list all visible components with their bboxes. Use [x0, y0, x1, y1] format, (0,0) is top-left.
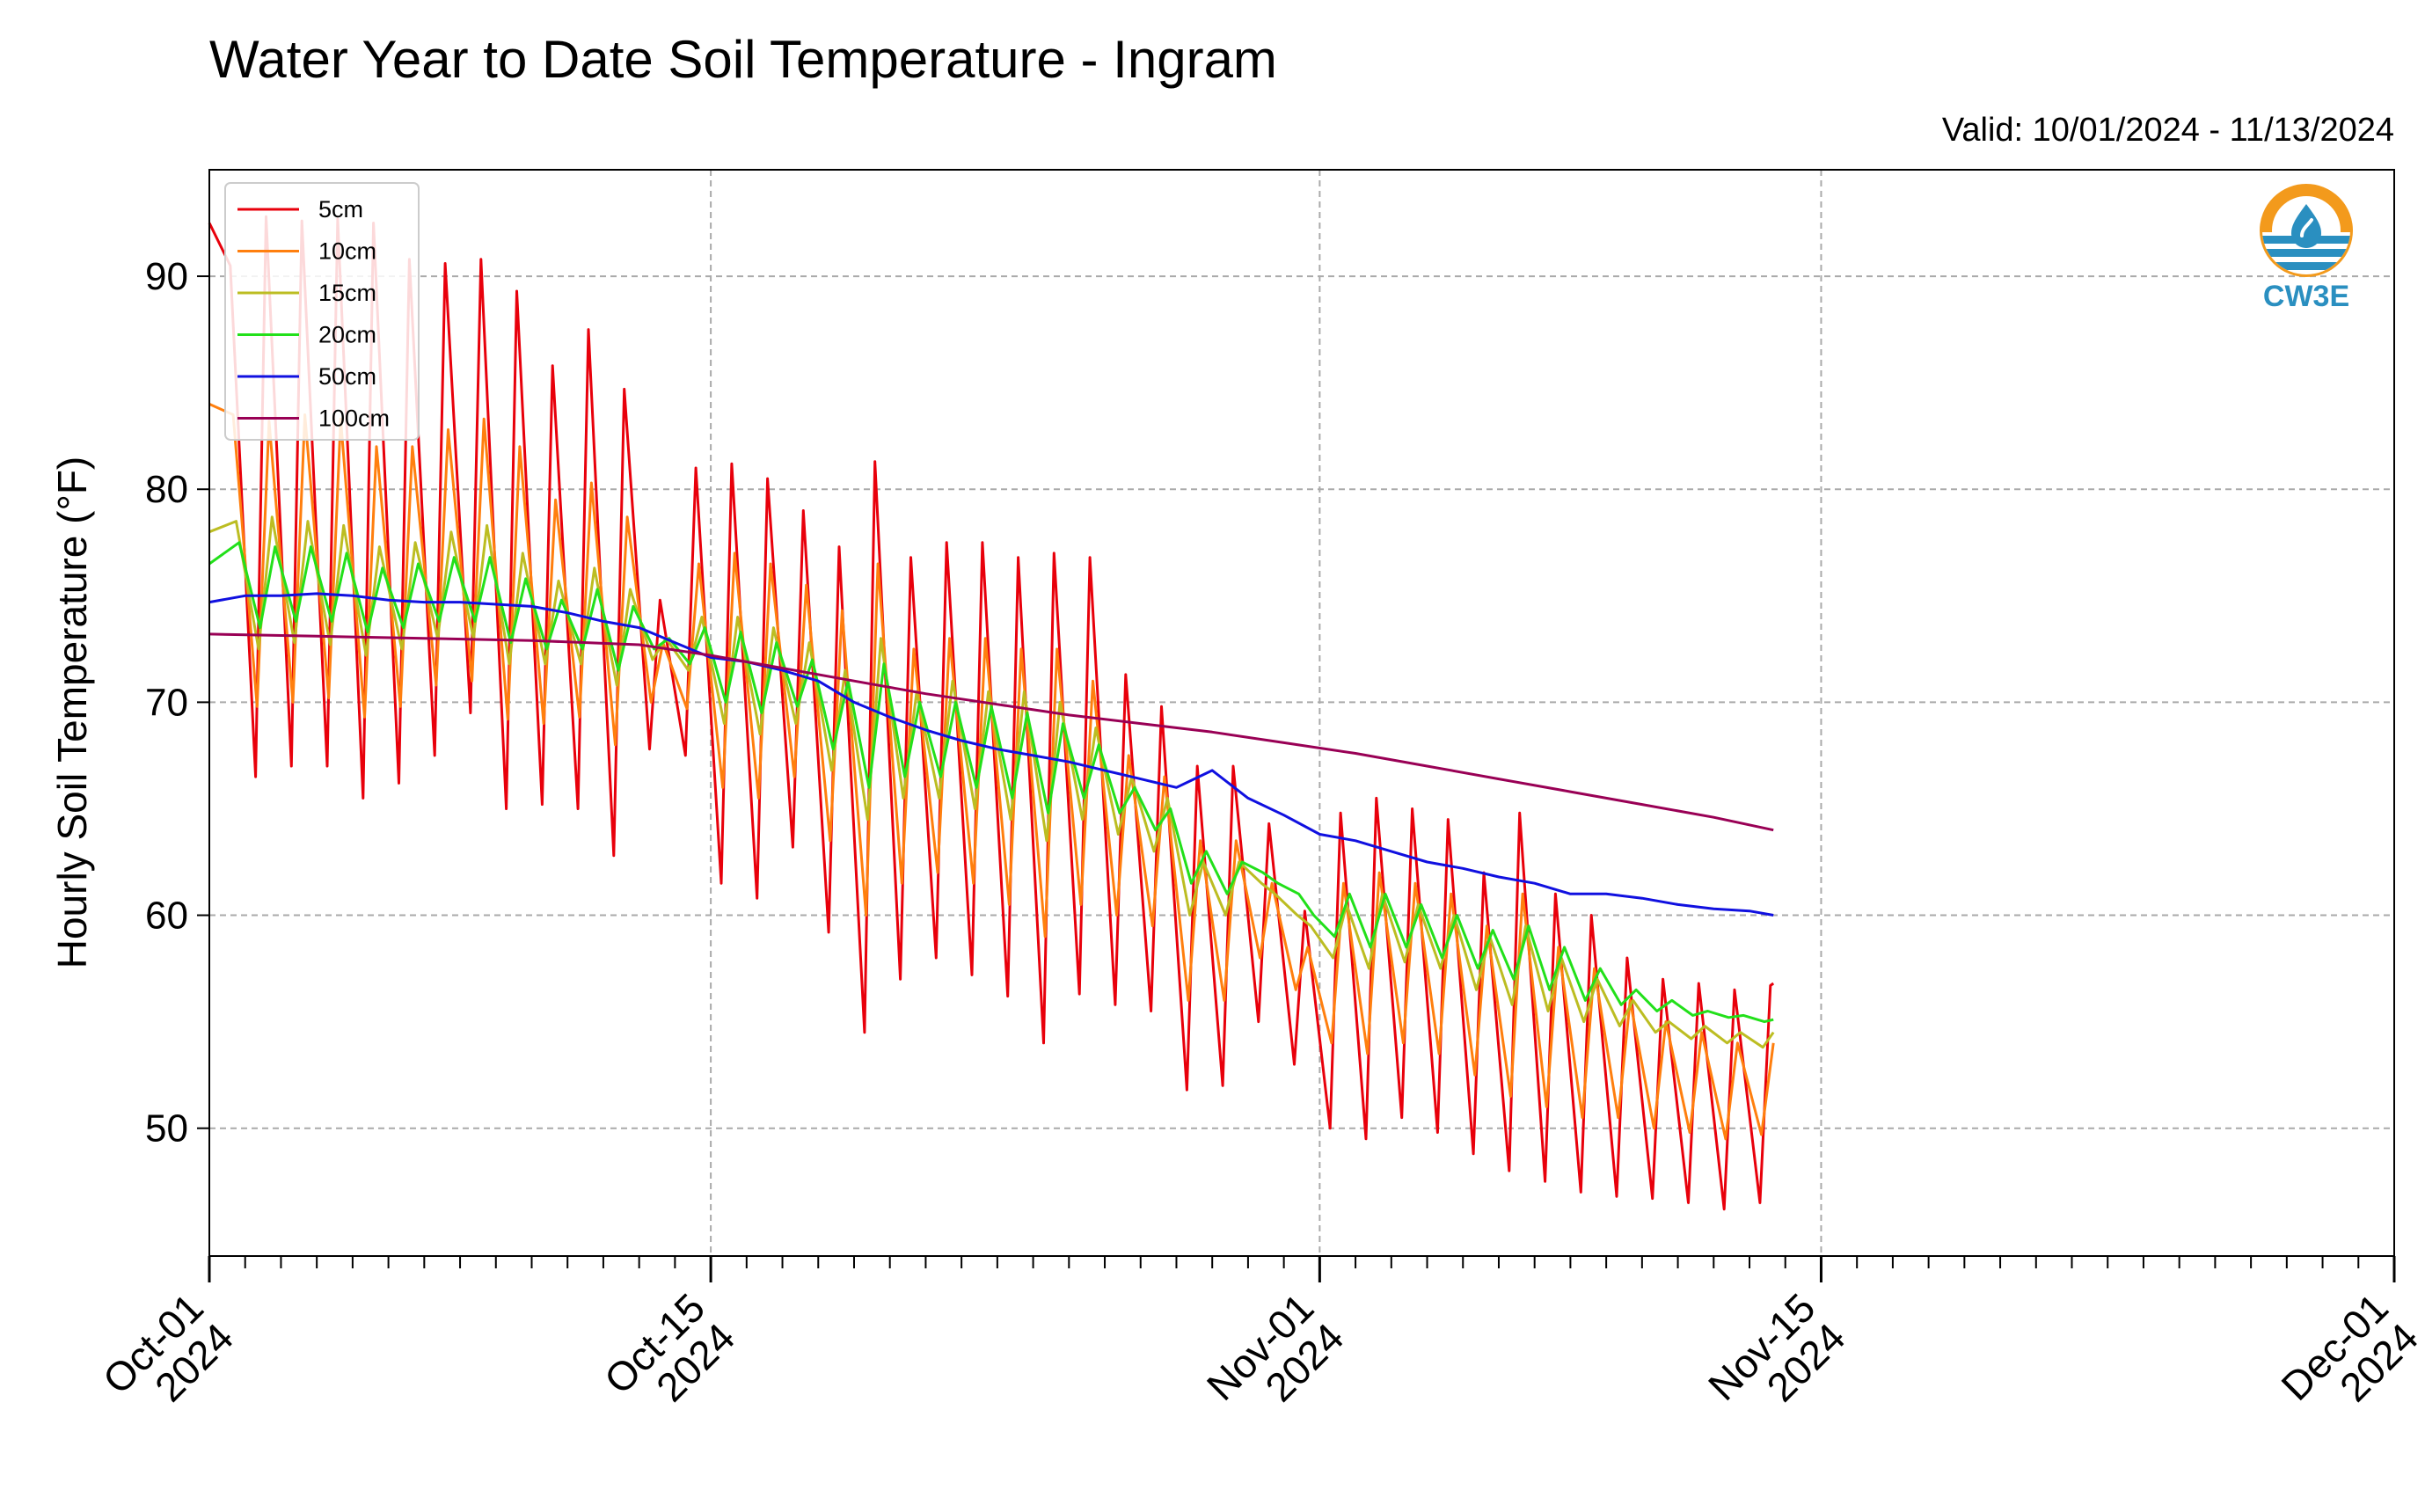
- x-tick-label: Oct-152024: [595, 1284, 743, 1432]
- legend: 5cm 10cm 15cm 20cm 50cm 100cm: [224, 182, 420, 441]
- plot-frame: [208, 169, 2395, 1257]
- legend-label-100cm: 100cm: [318, 405, 390, 432]
- legend-label-20cm: 20cm: [318, 322, 376, 348]
- legend-items: 5cm 10cm 15cm 20cm 50cm 100cm: [237, 196, 390, 432]
- series-line-20cm: [208, 541, 1774, 1024]
- x-tick-label: Dec-012024: [2272, 1284, 2425, 1439]
- y-tick-label: 80: [145, 468, 188, 511]
- series-line-10cm: [208, 403, 1775, 1141]
- legend-label-10cm: 10cm: [318, 238, 376, 265]
- legend-label-5cm: 5cm: [318, 196, 363, 223]
- x-tick-label: Nov-152024: [1699, 1284, 1854, 1439]
- cw3e-water-drop-logo-icon: [2260, 184, 2353, 277]
- chart-title: Water Year to Date Soil Temperature - In…: [209, 30, 1277, 89]
- y-tick-label: 50: [145, 1107, 188, 1150]
- x-tick-label: Nov-012024: [1198, 1284, 1353, 1439]
- y-tick-label: 70: [145, 681, 188, 724]
- y-axis-label: Hourly Soil Temperature (°F): [49, 457, 95, 969]
- series-line-100cm: [208, 632, 1774, 832]
- y-tick-label: 90: [145, 255, 188, 298]
- series-group: [208, 215, 1775, 1211]
- series-line-50cm: [208, 592, 1774, 917]
- x-tick-label: Oct-012024: [94, 1284, 242, 1432]
- legend-label-50cm: 50cm: [318, 363, 376, 390]
- valid-range: Valid: 10/01/2024 - 11/13/2024: [1942, 112, 2394, 149]
- y-axis: 50 60 70 80 90: [145, 255, 209, 1150]
- legend-label-15cm: 15cm: [318, 280, 376, 306]
- x-axis: Oct-012024 Oct-152024 Nov-012024 Nov-152024…: [94, 1256, 2425, 1439]
- cw3e-logo: CW3E: [2260, 184, 2353, 313]
- y-tick-label: 60: [145, 895, 188, 938]
- logo-text: CW3E: [2263, 280, 2349, 313]
